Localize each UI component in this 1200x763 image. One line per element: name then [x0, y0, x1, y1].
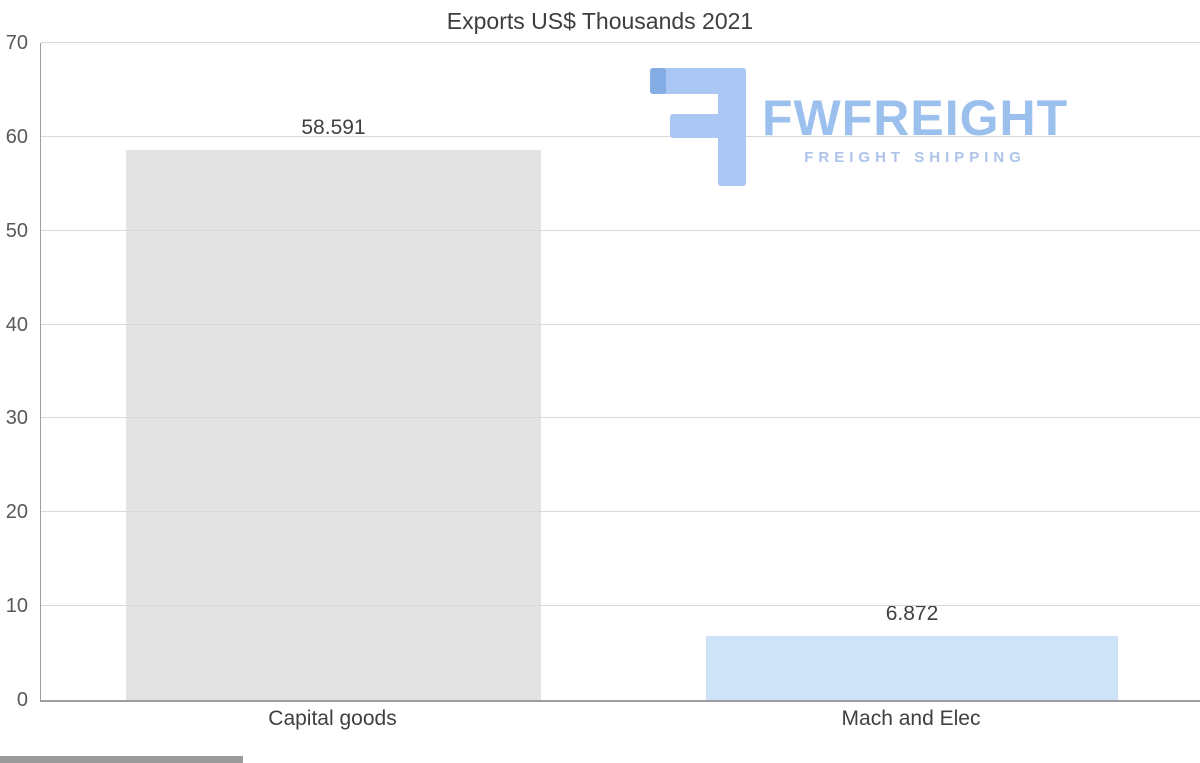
y-tick-label: 60 — [5, 125, 28, 148]
horizontal-scrollbar-thumb[interactable] — [0, 756, 243, 763]
logo-name: FWFREIGHT — [762, 89, 1069, 146]
gridline — [41, 323, 1200, 325]
bar-value-label: 6.872 — [885, 601, 939, 625]
fwfreight-logo: FWFREIGHT FREIGHT SHIPPING — [650, 67, 1150, 191]
y-tick-label: 30 — [5, 407, 28, 430]
x-axis-label-mach-and-elec: Mach and Elec — [841, 707, 981, 730]
y-tick-label: 50 — [5, 219, 28, 242]
bar-value-label: 58.591 — [301, 116, 366, 140]
bar-group-capital-goods: 58.591 — [126, 43, 541, 700]
y-tick-label: 20 — [5, 501, 28, 524]
chart-title: Exports US$ Thousands 2021 — [446, 8, 754, 34]
bar-group-mach-and-elec: 6.872 — [706, 43, 1118, 700]
gridline — [41, 605, 1200, 607]
gridline — [41, 42, 1200, 43]
bar-mach-and-elec — [706, 635, 1118, 700]
gridline — [41, 511, 1200, 513]
logo-tagline: FREIGHT SHIPPING — [804, 148, 1026, 166]
y-tick-label: 40 — [5, 313, 28, 336]
gridline — [41, 229, 1200, 231]
x-axis-label-capital-goods: Capital goods — [268, 707, 397, 730]
plot-area: 58.591 6.872 — [40, 42, 1200, 702]
gridline — [41, 135, 1200, 137]
gridline — [41, 417, 1200, 419]
y-tick-label: 0 — [16, 689, 28, 711]
y-axis-labels: 0 10 20 30 40 50 60 70 — [0, 33, 34, 710]
y-tick-label: 10 — [5, 595, 28, 618]
logo-text-block: FWFREIGHT FREIGHT SHIPPING — [762, 93, 1068, 166]
bar-capital-goods — [126, 150, 541, 700]
y-tick-label: 70 — [5, 32, 28, 54]
fwfreight-logo-icon — [650, 67, 746, 191]
